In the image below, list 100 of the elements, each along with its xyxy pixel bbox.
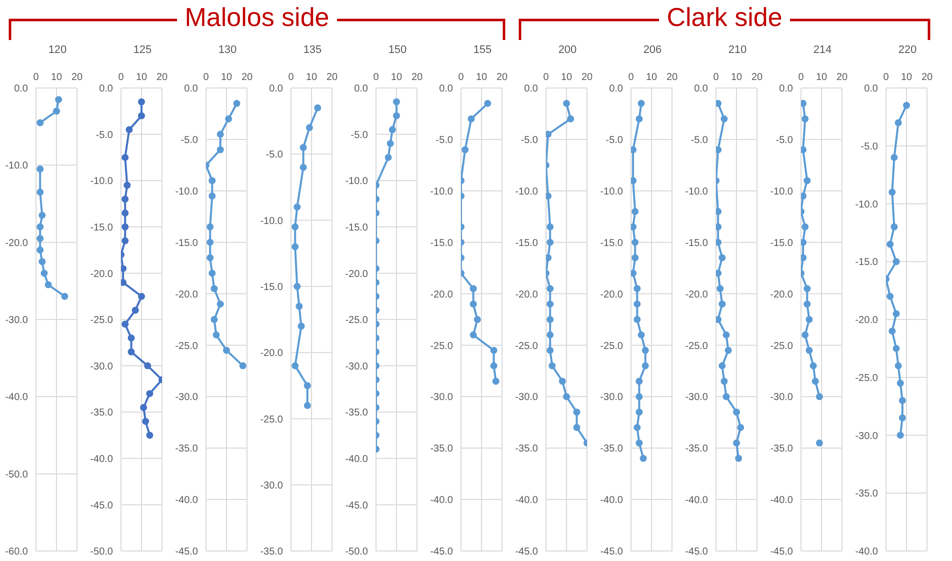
point: [546, 346, 554, 354]
x-tick-label: 0: [458, 72, 464, 83]
point: [138, 112, 145, 120]
point: [470, 331, 477, 338]
y-tick-label: 0.0: [439, 84, 454, 95]
point: [806, 316, 813, 323]
x-tick-label: 0: [288, 72, 294, 83]
x-tick-label: 0: [713, 72, 720, 83]
point: [36, 223, 44, 230]
y-tick-label: -20.0: [685, 289, 708, 300]
y-tick-label: -5.0: [776, 134, 794, 146]
point: [801, 254, 807, 262]
point: [216, 300, 224, 308]
point: [470, 300, 477, 308]
chart-title: 155: [472, 44, 493, 58]
y-tick-label: -35.0: [345, 408, 368, 419]
y-tick-label: -35.0: [515, 444, 538, 455]
y-tick-label: 0.0: [524, 84, 538, 95]
x-tick-label: 10: [646, 72, 658, 83]
point: [886, 292, 894, 300]
point: [812, 378, 819, 385]
y-tick-label: -5.0: [520, 134, 538, 146]
point: [638, 100, 645, 107]
chart-title: 125: [132, 44, 153, 58]
point: [886, 240, 894, 248]
y-tick-label: 0.0: [184, 84, 198, 95]
point: [468, 115, 475, 122]
y-tick-label: -10.0: [430, 186, 454, 198]
x-tick-label: 10: [476, 72, 488, 83]
point: [546, 331, 554, 338]
point: [810, 362, 817, 370]
x-tick-label: 0: [883, 72, 890, 83]
point: [718, 300, 726, 308]
y-tick-label: -40.0: [770, 495, 794, 506]
point: [216, 146, 224, 154]
point: [804, 300, 811, 308]
x-tick-label: 0: [118, 72, 124, 83]
text: Malolos side: [176, 2, 338, 32]
y-tick-label: -35.0: [260, 546, 284, 558]
point: [894, 119, 902, 126]
y-tick-label: -45.0: [685, 546, 708, 558]
y-tick-label: -20.0: [90, 268, 114, 280]
y-tick-label: -45.0: [175, 546, 198, 558]
point: [38, 258, 46, 266]
point: [801, 146, 807, 154]
point: [634, 300, 641, 308]
chart-title: 220: [897, 44, 918, 58]
x-tick-label: 0: [373, 72, 380, 83]
point: [642, 346, 649, 354]
y-tick-label: -15.0: [260, 282, 284, 293]
y-tick-label: -25.0: [175, 340, 198, 352]
point: [546, 300, 554, 308]
point: [816, 393, 823, 400]
point: [546, 130, 552, 138]
y-tick-label: -5.0: [436, 134, 454, 146]
point: [462, 146, 469, 154]
x-tick-label: 10: [220, 72, 232, 83]
point: [636, 393, 643, 400]
point: [718, 362, 726, 370]
point: [546, 254, 552, 262]
x-tick-label: 20: [411, 72, 423, 83]
point: [216, 130, 224, 138]
y-tick-label: -40.0: [855, 546, 878, 558]
y-tick-label: -35.0: [430, 444, 454, 455]
point: [142, 418, 150, 425]
point: [53, 108, 60, 115]
point: [632, 254, 639, 262]
point: [632, 238, 639, 246]
point: [546, 285, 554, 292]
point: [294, 282, 301, 290]
y-tick-label: -45.0: [430, 546, 454, 558]
y-tick-label: 0.0: [864, 84, 878, 95]
x-tick-label: 20: [326, 72, 338, 83]
point: [642, 362, 649, 370]
y-tick-label: -30.0: [855, 430, 878, 442]
point: [470, 285, 477, 292]
y-tick-label: -10.0: [855, 199, 878, 210]
y-tick-label: -25.0: [345, 315, 368, 326]
y-tick-label: -30.0: [430, 392, 454, 404]
y-tick-label: -30.0: [175, 392, 198, 404]
point: [233, 100, 240, 107]
y-tick-label: 0.0: [99, 84, 114, 95]
point: [733, 408, 740, 416]
point: [314, 104, 322, 112]
point: [634, 424, 641, 432]
point: [634, 316, 641, 323]
point: [548, 362, 556, 370]
y-tick-label: -20.0: [770, 289, 794, 300]
point: [208, 192, 216, 200]
point: [563, 393, 570, 400]
point: [122, 237, 129, 244]
text: Clark side: [658, 2, 790, 32]
y-tick-label: -25.0: [515, 340, 538, 352]
y-tick-label: -35.0: [855, 488, 878, 500]
x-tick-label: 20: [156, 72, 168, 83]
point: [802, 331, 809, 338]
point: [640, 454, 647, 462]
point: [716, 100, 722, 107]
y-tick-label: -15.0: [685, 238, 708, 249]
point: [292, 223, 299, 230]
